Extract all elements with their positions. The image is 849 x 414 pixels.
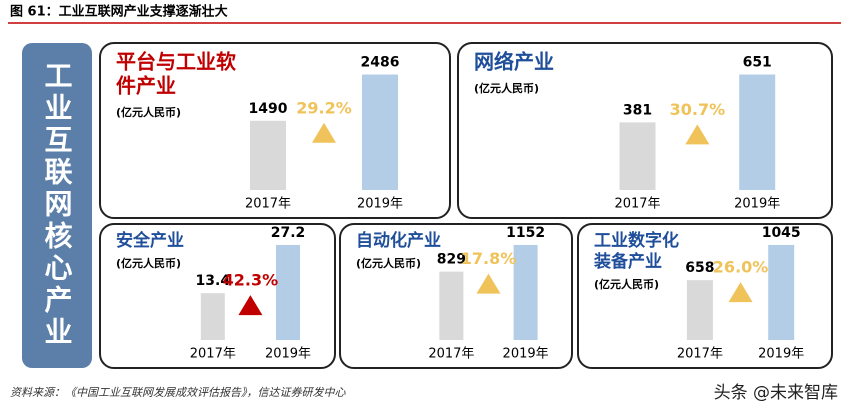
bar xyxy=(686,280,713,340)
growth-label: 26.0% xyxy=(713,258,769,277)
panel-title: 平台与工业软 xyxy=(116,50,236,74)
bar xyxy=(200,293,225,340)
value-label: 1490 xyxy=(249,101,288,117)
value-label: 651 xyxy=(743,55,772,71)
bar xyxy=(513,244,538,340)
growth-label: 30.7% xyxy=(670,100,726,119)
value-label: 1152 xyxy=(506,225,545,241)
unit: (亿元人民币) xyxy=(356,256,421,270)
growth-label: 29.2% xyxy=(296,98,352,117)
bar xyxy=(619,122,656,190)
bar xyxy=(276,244,300,340)
value-label: 13.4 xyxy=(196,273,231,289)
source: 资料来源：《中国工业互联网发展成效评估报告》，信达证券研发中心 xyxy=(10,386,346,399)
unit: (亿元人民币) xyxy=(594,277,659,291)
category-label: 2019年 xyxy=(503,347,549,362)
unit: (亿元人民币) xyxy=(116,105,181,119)
category-label: 2019年 xyxy=(265,347,311,362)
watermark: 头条 @未来智库 xyxy=(714,383,838,403)
unit: (亿元人民币) xyxy=(474,81,539,95)
category-label: 2017年 xyxy=(190,347,236,362)
growth-arrow xyxy=(476,273,501,294)
value-label: 2486 xyxy=(361,55,400,71)
growth-arrow xyxy=(312,122,336,143)
panel-title: 工业数字化 xyxy=(594,230,679,251)
panel-title: 网络产业 xyxy=(474,50,554,74)
panel-title: 装备产业 xyxy=(593,251,662,272)
value-label: 658 xyxy=(685,260,714,276)
growth-arrow xyxy=(685,124,710,145)
bar xyxy=(739,74,776,190)
category-label: 2017年 xyxy=(614,197,660,212)
value-label: 381 xyxy=(623,102,652,118)
value-label: 829 xyxy=(437,252,466,268)
value-label: 1045 xyxy=(762,225,801,241)
category-label: 2017年 xyxy=(245,197,291,212)
bar xyxy=(250,120,286,190)
value-label: 27.2 xyxy=(271,225,306,241)
side-label: 工业互联网核心产业 xyxy=(41,61,74,349)
panel-title: 件产业 xyxy=(116,74,176,98)
growth-arrow xyxy=(238,295,263,316)
bar xyxy=(768,244,795,340)
category-label: 2019年 xyxy=(734,197,780,212)
category-label: 2019年 xyxy=(758,347,804,362)
bar xyxy=(362,74,398,190)
panel-title: 自动化产业 xyxy=(356,230,441,251)
growth-arrow xyxy=(728,282,753,303)
bar xyxy=(439,271,464,340)
category-label: 2017年 xyxy=(677,347,723,362)
growth-label: 17.8% xyxy=(461,249,517,268)
unit: (亿元人民币) xyxy=(116,256,181,270)
category-label: 2019年 xyxy=(357,197,403,212)
figure-title: 图 61：工业互联网产业支撑逐渐壮大 xyxy=(10,4,228,20)
panel-title: 安全产业 xyxy=(116,230,184,251)
side-box xyxy=(22,43,92,368)
growth-label: 42.3% xyxy=(223,271,279,290)
category-label: 2017年 xyxy=(428,347,474,362)
